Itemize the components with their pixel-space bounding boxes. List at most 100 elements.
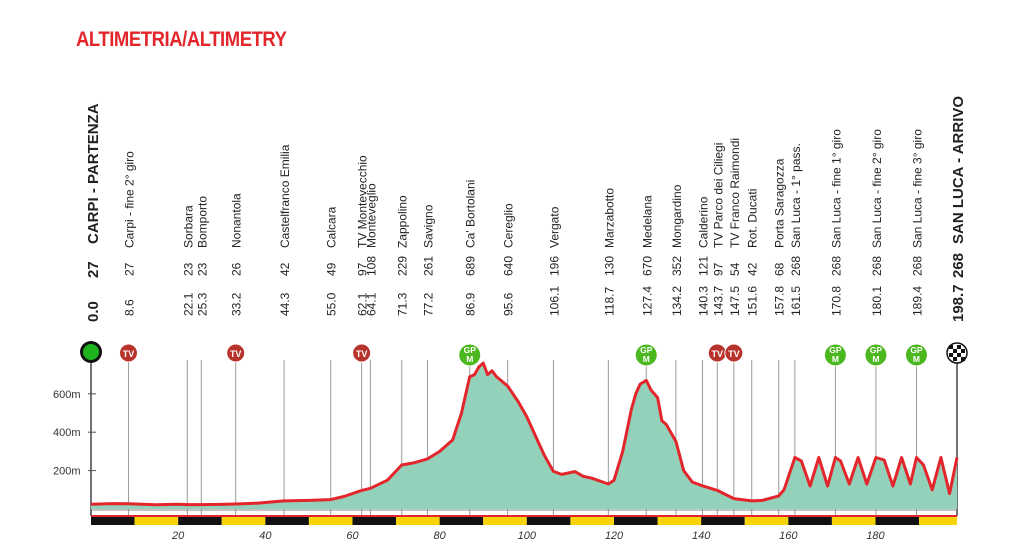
waypoint-km: 170.8	[829, 286, 843, 316]
waypoint-km: 161.5	[789, 286, 803, 316]
waypoint-alt: 68	[773, 262, 787, 276]
waypoint-name: Cereglio	[502, 203, 516, 248]
waypoint-km: 189.4	[910, 286, 924, 316]
waypoint-km: 62.1	[356, 292, 370, 316]
km-bar-segment	[919, 517, 957, 525]
x-tick-label: 140	[692, 530, 711, 542]
x-axis: 20 40 60 80 100 120 140 160 180	[171, 530, 886, 542]
waypoint-alt: 352	[670, 256, 684, 276]
finish-marker-check	[953, 349, 957, 353]
x-tick-label: 120	[605, 530, 624, 542]
km-bar-segment	[91, 517, 135, 525]
km-bar-segment	[875, 517, 920, 525]
waypoint-km: 8.6	[122, 299, 136, 316]
waypoint-km: 95.6	[502, 292, 516, 316]
y-axis: 200m 400m 600m	[53, 389, 96, 478]
waypoint-alt: 268	[910, 256, 924, 276]
finish-marker-check	[957, 345, 961, 349]
waypoint-km: 118.7	[602, 287, 616, 316]
waypoint-alt: 261	[421, 256, 435, 276]
km-bar-segment	[396, 517, 440, 525]
finish-marker-check	[957, 353, 961, 357]
waypoint-km: 147.5	[728, 286, 742, 316]
start-name: CARPI - PARTENZA	[85, 103, 102, 244]
tv-marker	[118, 343, 138, 363]
x-tick-label: 180	[866, 530, 885, 542]
waypoint-name: TV Parco dei Ciliegi	[711, 143, 725, 248]
finish-marker-check	[949, 353, 953, 357]
tv-marker-label: TV	[728, 349, 740, 359]
waypoint-name: Ca' Bortolani	[464, 180, 478, 248]
waypoint-km: 143.7	[711, 286, 725, 316]
gpm-marker-label: GP	[870, 345, 883, 355]
km-bar-segment	[657, 517, 702, 525]
profile-line	[90, 361, 959, 507]
start-km: 0.0	[85, 301, 102, 322]
y-tick-label: 400m	[53, 427, 81, 439]
waypoint-km: 22.1	[181, 292, 195, 316]
finish-marker-check	[961, 349, 965, 353]
waypoint-alt: 42	[278, 262, 292, 276]
waypoint-name: Vergato	[547, 206, 561, 248]
waypoint-alt: 130	[602, 256, 616, 276]
gpm-marker	[904, 343, 928, 367]
finish-alt: 268	[950, 253, 967, 278]
tv-marker-label: TV	[230, 349, 242, 359]
waypoint-km: 157.8	[773, 286, 787, 316]
waypoint-alt: 97	[711, 262, 725, 276]
waypoint-alt: 49	[325, 262, 339, 276]
waypoint-alt: 229	[396, 256, 410, 276]
waypoint-alt: 108	[364, 256, 378, 276]
finish-marker-check	[961, 357, 965, 361]
waypoint-name: Rot. Ducati	[746, 189, 760, 248]
waypoint-name: TV Franco Raimondi	[728, 138, 742, 248]
km-bar-segment	[308, 517, 353, 525]
gpm-marker	[823, 343, 847, 367]
waypoint-km: 106.1	[547, 286, 561, 316]
waypoint-name: Monteveglio	[364, 183, 378, 248]
x-tick-label: 100	[518, 530, 537, 542]
km-bar-segment	[526, 517, 571, 525]
tv-marker	[724, 343, 744, 363]
waypoint-alt: 23	[195, 262, 209, 276]
waypoint-km: 71.3	[396, 292, 410, 316]
waypoint-labels: 0.0 27 CARPI - PARTENZA 198.7 268 SAN LUCA - …	[85, 96, 967, 322]
gpm-marker	[634, 343, 658, 367]
gpm-marker	[458, 343, 482, 367]
tv-marker	[226, 343, 246, 363]
gpm-marker-label: M	[872, 354, 879, 364]
finish-km: 198.7	[950, 284, 967, 322]
waypoint-alt: 640	[502, 256, 516, 276]
waypoint-name: Zappolino	[396, 195, 410, 248]
waypoint-km: 140.3	[696, 286, 710, 316]
waypoint-km: 25.3	[195, 292, 209, 316]
finish-name: SAN LUCA - ARRIVO	[950, 96, 967, 244]
waypoint-name: Marzabotto	[602, 188, 616, 248]
waypoint-name: Castelfranco Emilia	[278, 144, 292, 248]
waypoint-name: Porta Saragozza	[773, 158, 787, 248]
page-title: ALTIMETRIA/ALTIMETRY	[76, 28, 287, 51]
waypoint-km: 86.9	[464, 292, 478, 316]
gpm-marker-label: GP	[464, 345, 477, 355]
waypoint-name: Carpi - fine 2° giro	[122, 151, 136, 248]
gpm-marker-label: GP	[640, 345, 653, 355]
gpm-marker-label: M	[643, 354, 650, 364]
waypoint-km: 127.4	[640, 286, 654, 316]
waypoint-name: San Luca - fine 3° giro	[910, 129, 924, 248]
x-tick-label: 60	[346, 530, 359, 542]
waypoint-alt: 23	[181, 262, 195, 276]
waypoint-alt: 196	[547, 256, 561, 276]
waypoint-km: 44.3	[278, 292, 292, 316]
waypoint-name: Sorbara	[181, 205, 195, 248]
x-tick-label: 20	[171, 530, 185, 542]
waypoint-alt: 26	[230, 262, 244, 276]
km-bar-segment	[352, 517, 397, 525]
gpm-marker	[864, 343, 888, 367]
gpm-marker-label: GP	[910, 345, 923, 355]
km-bar-segment	[831, 517, 876, 525]
waypoint-name: San Luca - fine 2° giro	[870, 129, 884, 248]
waypoint-name: San Luca - fine 1° giro	[829, 129, 843, 248]
y-tick-label: 200m	[53, 466, 81, 478]
km-bar	[91, 509, 957, 525]
